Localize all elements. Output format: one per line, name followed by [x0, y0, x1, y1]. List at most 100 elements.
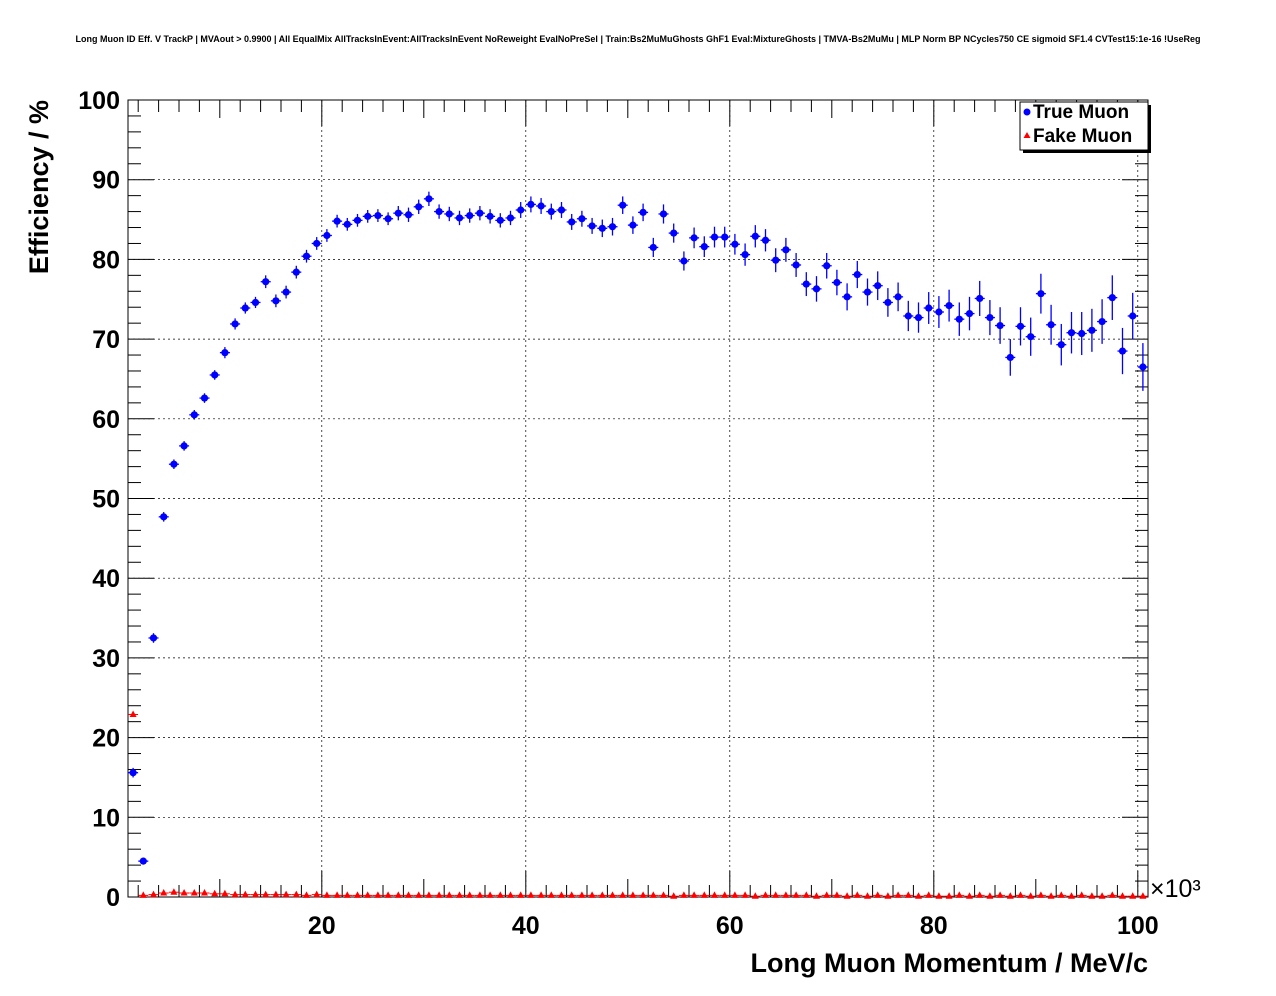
- true-muon-point: [568, 218, 576, 226]
- true-muon-point: [1027, 333, 1035, 341]
- true-muon-point: [251, 298, 260, 307]
- true-muon-point: [710, 233, 719, 241]
- legend-true-muon-label: True Muon: [1033, 102, 1129, 123]
- data-markers: [128, 191, 1148, 899]
- true-muon-point: [1006, 353, 1014, 362]
- true-muon-point: [1037, 290, 1045, 298]
- y-tick-label: 90: [92, 167, 120, 195]
- true-muon-point: [343, 220, 351, 228]
- true-muon-point: [1098, 317, 1106, 326]
- fake-muon-point: [904, 891, 912, 898]
- fake-muon-point: [731, 891, 739, 898]
- true-muon-point: [629, 221, 637, 229]
- true-muon-point: [680, 257, 688, 265]
- true-muon-point: [894, 293, 902, 301]
- fake-muon-point: [996, 891, 1004, 898]
- fake-muon-point: [231, 890, 239, 898]
- fake-muon-point: [700, 891, 708, 898]
- x-tick-label: 20: [308, 912, 336, 940]
- fake-muon-point: [415, 891, 423, 898]
- x-tick-label: 100: [1117, 912, 1159, 940]
- true-muon-point: [394, 209, 402, 217]
- fake-muon-point: [619, 891, 627, 898]
- fake-muon-point: [874, 891, 882, 898]
- y-tick-label: 0: [106, 884, 120, 912]
- fake-muon-point: [690, 891, 698, 898]
- true-muon-point: [649, 243, 657, 252]
- fake-muon-point: [547, 891, 555, 898]
- fake-muon-point: [405, 891, 412, 898]
- true-muon-point: [772, 256, 780, 264]
- true-muon-point: [353, 216, 362, 224]
- true-muon-point: [160, 513, 168, 521]
- true-muon-point: [996, 321, 1004, 330]
- fake-muon-point: [364, 891, 372, 898]
- x-tick-label: 60: [716, 912, 744, 940]
- true-muon-point: [262, 278, 270, 286]
- fake-muon-point: [578, 891, 586, 898]
- fake-muon-point: [1139, 892, 1147, 899]
- fake-muon-point: [1017, 891, 1024, 898]
- fake-muon-point: [282, 890, 290, 898]
- fake-muon-point: [660, 891, 667, 898]
- true-muon-point: [863, 288, 872, 296]
- true-muon-point: [608, 223, 617, 231]
- fake-muon-point: [241, 890, 249, 898]
- fake-muon-point: [639, 891, 647, 898]
- fake-muon-point: [262, 890, 270, 898]
- fake-muon-point: [272, 890, 280, 898]
- true-muon-point: [302, 252, 311, 260]
- fake-muon-point: [190, 889, 198, 896]
- grid-lines: [128, 100, 1148, 897]
- true-muon-point: [241, 304, 249, 312]
- fake-muon-point: [629, 891, 637, 898]
- true-muon-point: [598, 224, 606, 232]
- true-muon-point: [690, 234, 698, 242]
- fake-muon-point: [609, 891, 616, 898]
- true-muon-point: [374, 211, 382, 220]
- fake-muon-point: [558, 891, 565, 898]
- x-tick-label: 80: [920, 912, 948, 940]
- true-muon-point: [741, 251, 749, 259]
- x-multiplier-label: ×10³: [1150, 875, 1201, 903]
- true-muon-point: [578, 215, 586, 223]
- y-axis-title: Efficiency / %: [24, 100, 54, 274]
- true-muon-point: [180, 442, 188, 450]
- fake-muon-point: [598, 891, 606, 898]
- fake-muon-point: [180, 889, 188, 896]
- true-muon-point: [435, 207, 443, 216]
- fake-muon-point: [343, 891, 351, 898]
- fake-muon-point: [527, 891, 535, 898]
- fake-muon-point: [129, 710, 137, 717]
- fake-muon-point: [772, 891, 780, 898]
- true-muon-point: [231, 320, 239, 328]
- fake-muon-point: [292, 890, 300, 898]
- true-muon-point: [700, 243, 708, 251]
- y-tick-label: 20: [92, 725, 120, 753]
- true-muon-point: [517, 206, 525, 214]
- true-muon-point: [853, 270, 861, 279]
- fake-muon-point: [833, 891, 841, 898]
- true-muon-point: [802, 280, 810, 288]
- true-muon-point: [884, 298, 892, 307]
- fake-muon-point: [762, 891, 769, 898]
- fake-muon-point: [894, 891, 902, 898]
- fake-muon-point: [496, 891, 504, 898]
- fake-muon-point: [537, 891, 545, 898]
- true-muon-point: [782, 246, 790, 254]
- true-muon-point: [874, 282, 882, 290]
- x-tick-label: 40: [512, 912, 540, 940]
- true-muon-point: [547, 207, 555, 216]
- y-tick-label: 70: [92, 326, 120, 354]
- true-muon-point: [404, 211, 413, 219]
- true-muon-point: [833, 278, 841, 287]
- true-muon-point: [1067, 329, 1076, 337]
- fake-muon-point: [955, 891, 963, 898]
- true-muon-point: [670, 229, 678, 237]
- legend-fake-muon-marker: [1023, 132, 1031, 138]
- fake-muon-point: [966, 892, 973, 899]
- true-muon-point: [384, 215, 392, 223]
- fake-muon-point: [323, 891, 331, 898]
- fake-muon-point: [1129, 892, 1137, 899]
- true-muon-point: [1108, 294, 1116, 302]
